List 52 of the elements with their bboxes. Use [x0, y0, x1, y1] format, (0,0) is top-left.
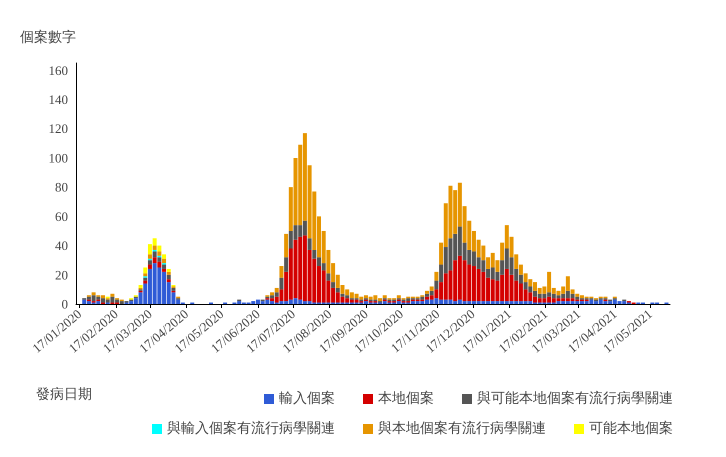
- y-tick-label: 160: [48, 62, 68, 78]
- bar: [326, 273, 330, 281]
- y-tick-label: 40: [55, 238, 68, 254]
- bar: [308, 238, 312, 250]
- bar: [148, 254, 152, 259]
- bar: [157, 246, 162, 252]
- bar: [157, 251, 162, 256]
- bar: [148, 264, 152, 269]
- bar: [162, 254, 166, 259]
- bar: [425, 290, 429, 294]
- y-tick-label: 100: [48, 150, 68, 166]
- bar: [143, 267, 148, 274]
- bar: [166, 274, 171, 280]
- bar: [138, 285, 143, 288]
- bar: [430, 286, 434, 291]
- bar: [279, 266, 284, 278]
- legend-label: 與輸入個案有流行病學關連: [167, 420, 335, 436]
- bar: [279, 278, 284, 290]
- y-tick-label: 60: [55, 208, 68, 224]
- bar: [284, 257, 288, 272]
- legend-label: 可能本地個案: [589, 420, 673, 436]
- bar: [143, 278, 148, 281]
- bar: [148, 260, 152, 265]
- bar: [331, 282, 336, 288]
- bar: [284, 234, 288, 258]
- bar: [434, 272, 438, 281]
- bar: [166, 268, 171, 272]
- y-tick-label: 0: [62, 296, 68, 312]
- bar: [152, 251, 157, 258]
- y-tick-label: 80: [55, 180, 68, 195]
- bar: [336, 288, 340, 292]
- bar: [143, 280, 148, 284]
- y-tick-label: 120: [48, 121, 68, 136]
- x-axis-title: 發病日期: [36, 386, 92, 402]
- bar: [171, 288, 176, 291]
- bar: [157, 257, 162, 262]
- legend-label: 輸入個案: [279, 390, 335, 406]
- legend-label: 本地個案: [378, 390, 434, 406]
- bar: [274, 288, 279, 292]
- y-axis-title: 個案數字: [20, 28, 76, 46]
- bar: [166, 279, 171, 282]
- bar: [152, 246, 157, 250]
- bar: [162, 268, 166, 272]
- legend-label: 與可能本地個案有流行病學關連: [477, 390, 673, 406]
- y-tick-label: 140: [48, 92, 68, 108]
- bar: [396, 295, 401, 298]
- bar: [382, 295, 387, 298]
- bar: [162, 264, 166, 269]
- bar: [162, 258, 166, 264]
- bar: [166, 272, 171, 275]
- y-tick-label: 20: [55, 267, 68, 282]
- legend-label: 與本地個案有流行病學關連: [378, 420, 546, 436]
